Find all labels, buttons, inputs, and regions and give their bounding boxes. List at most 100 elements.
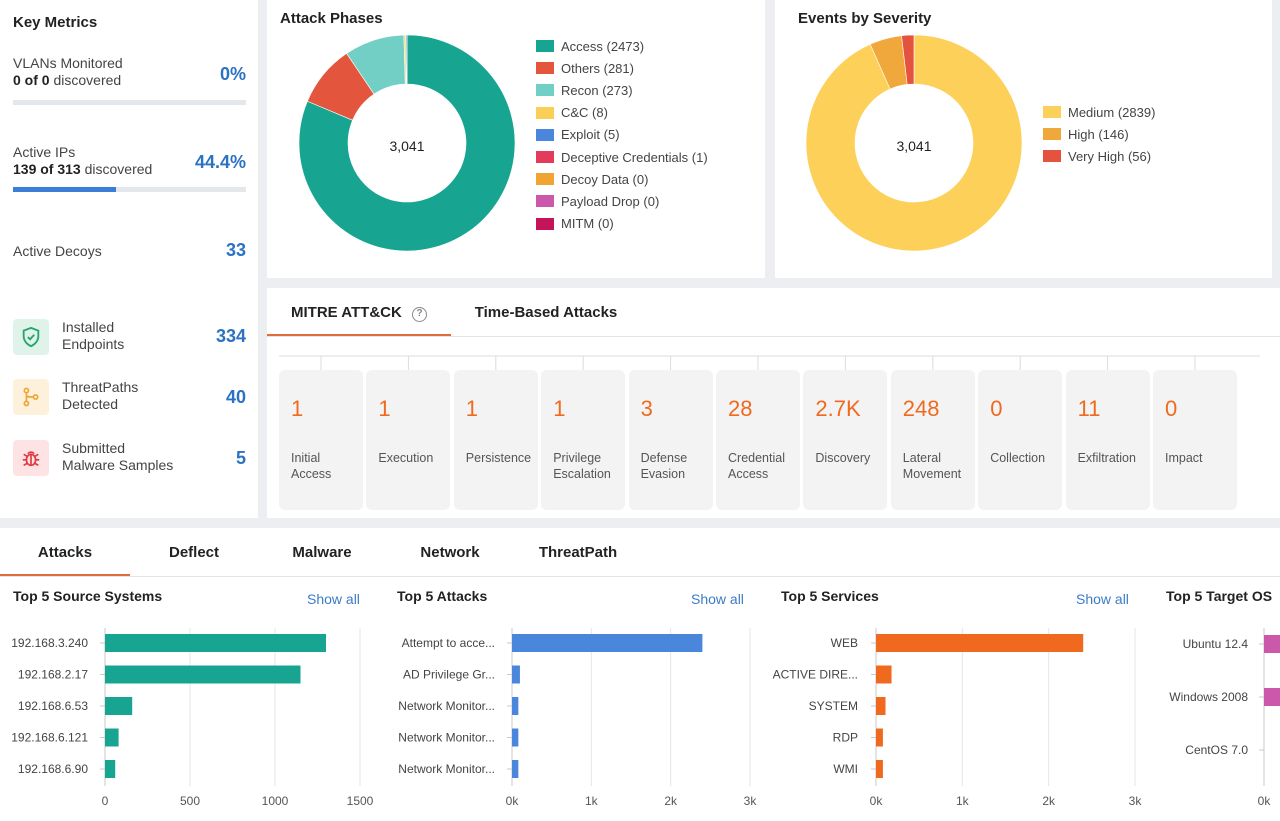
show-all-attacks-link[interactable]: Show all bbox=[691, 591, 744, 607]
threatpaths-metric[interactable]: ThreatPaths Detected 40 bbox=[13, 379, 246, 417]
attack-phases-legend-swatch bbox=[536, 62, 554, 75]
tab-network-label: Network bbox=[420, 544, 480, 561]
tab-attacks[interactable]: Attacks bbox=[0, 528, 130, 576]
mitre-card[interactable]: 248 Lateral Movement bbox=[890, 370, 975, 510]
tab-threatpath[interactable]: ThreatPath bbox=[514, 528, 642, 576]
tab-attacks-label: Attacks bbox=[37, 544, 93, 561]
mitre-card[interactable]: 2.7K Discovery bbox=[803, 370, 888, 510]
active-ips-suffix: discovered bbox=[84, 161, 153, 177]
top-source-systems-title: Top 5 Source Systems bbox=[13, 588, 163, 604]
y-category-label: Windows 2008 bbox=[1169, 690, 1248, 704]
bar[interactable] bbox=[105, 697, 133, 715]
active-decoys-metric[interactable]: Active Decoys 33 bbox=[13, 240, 246, 264]
vlans-monitored-metric[interactable]: VLANs Monitored 0 of 0 discovered 0% bbox=[13, 55, 246, 107]
mitre-card-label: Discovery bbox=[815, 451, 871, 465]
vlans-value: 0% bbox=[219, 64, 246, 84]
bar[interactable] bbox=[512, 665, 520, 684]
bug-icon bbox=[13, 440, 49, 476]
active-ips-progress-fill bbox=[13, 187, 117, 192]
bar[interactable] bbox=[512, 760, 519, 778]
donut-slice-0[interactable] bbox=[806, 35, 1022, 251]
tab-time-based-attacks[interactable]: Time-Based Attacks bbox=[451, 288, 641, 336]
attack-phases-legend-item-0[interactable]: Access (2473) bbox=[536, 35, 708, 57]
bar[interactable] bbox=[1264, 635, 1280, 653]
bar-charts-svg: 0 500 1000 1500 192.168.3.240 192.168.2.17 192… bbox=[11, 628, 1280, 808]
x-tick-label: 0 bbox=[102, 794, 109, 808]
mitre-card[interactable]: 0 Impact bbox=[1153, 370, 1237, 510]
mitre-card-value: 11 bbox=[1077, 396, 1101, 421]
mitre-card[interactable]: 1 Execution bbox=[366, 370, 451, 510]
attack-phases-legend-item-3[interactable]: C&C (8) bbox=[536, 102, 708, 124]
x-tick-label: 0k bbox=[870, 794, 884, 808]
mitre-card-value: 2.7K bbox=[815, 396, 861, 421]
y-category-label: 192.168.6.53 bbox=[18, 699, 88, 713]
x-tick-label: 1k bbox=[585, 794, 599, 808]
active-ips-label: Active IPs bbox=[13, 144, 76, 160]
bar[interactable] bbox=[876, 697, 886, 715]
attack-phases-legend-item-6[interactable]: Decoy Data (0) bbox=[536, 168, 708, 190]
show-all-services-link[interactable]: Show all bbox=[1076, 591, 1129, 607]
attack-phases-legend-item-1[interactable]: Others (281) bbox=[536, 57, 708, 79]
bar[interactable] bbox=[512, 634, 703, 652]
severity-legend-item-2[interactable]: Very High (56) bbox=[1043, 145, 1155, 167]
attack-phases-legend-swatch bbox=[536, 195, 554, 208]
question-circle-icon[interactable]: ? bbox=[412, 307, 427, 322]
bar[interactable] bbox=[876, 665, 892, 684]
tab-network[interactable]: Network bbox=[386, 528, 514, 576]
tab-mitre-attack[interactable]: MITRE ATT&CK ? bbox=[267, 288, 451, 336]
attack-phases-title: Attack Phases bbox=[280, 10, 383, 27]
bar-chart-2: 0k 1k 2k 3k WEB ACTIVE DIRE... SYSTEM RDP WMI bbox=[773, 628, 1142, 808]
attack-phases-total: 3,041 bbox=[389, 138, 424, 154]
bar[interactable] bbox=[512, 697, 519, 715]
mitre-card[interactable]: 1 Privilege Escalation bbox=[541, 370, 626, 510]
bar[interactable] bbox=[876, 728, 883, 747]
tab-deflect[interactable]: Deflect bbox=[130, 528, 258, 576]
bar[interactable] bbox=[876, 760, 883, 778]
mitre-card-value: 0 bbox=[1165, 396, 1178, 421]
malware-samples-metric[interactable]: Submitted Malware Samples 5 bbox=[13, 440, 246, 478]
mitre-card[interactable]: 28 Credential Access bbox=[716, 370, 800, 510]
bar[interactable] bbox=[105, 728, 119, 747]
mitre-card-value: 1 bbox=[378, 396, 391, 421]
bar[interactable] bbox=[105, 665, 301, 684]
donut-slice-2[interactable] bbox=[901, 35, 915, 85]
attack-phases-legend-item-5[interactable]: Deceptive Credentials (1) bbox=[536, 146, 708, 168]
malware-label-2: Malware Samples bbox=[62, 457, 174, 473]
mitre-card[interactable]: 0 Collection bbox=[978, 370, 1063, 510]
severity-legend-swatch bbox=[1043, 150, 1061, 163]
installed-endpoints-label-1: Installed bbox=[62, 319, 115, 335]
top-services-title: Top 5 Services bbox=[781, 588, 879, 604]
mitre-card[interactable]: 3 Defense Evasion bbox=[628, 370, 713, 510]
mitre-card[interactable]: 11 Exfiltration bbox=[1065, 370, 1150, 510]
bar[interactable] bbox=[105, 634, 326, 652]
attack-phases-legend-label: Deceptive Credentials (1) bbox=[561, 149, 708, 165]
tab-malware[interactable]: Malware bbox=[258, 528, 386, 576]
malware-label-1: Submitted bbox=[62, 440, 126, 456]
active-decoys-label: Active Decoys bbox=[13, 243, 102, 259]
severity-legend-item-1[interactable]: High (146) bbox=[1043, 123, 1155, 145]
y-category-label: 192.168.6.90 bbox=[18, 762, 88, 776]
bar[interactable] bbox=[876, 634, 1084, 652]
mitre-card[interactable]: 1 Persistence bbox=[453, 370, 538, 510]
bar[interactable] bbox=[1264, 688, 1280, 706]
severity-legend-item-0[interactable]: Medium (2839) bbox=[1043, 101, 1155, 123]
attack-phases-legend-item-4[interactable]: Exploit (5) bbox=[536, 124, 708, 146]
attack-phases-legend-swatch bbox=[536, 217, 554, 230]
attack-phases-legend-item-7[interactable]: Payload Drop (0) bbox=[536, 190, 708, 212]
tab-time-based-attacks-label: Time-Based Attacks bbox=[474, 304, 618, 321]
installed-endpoints-metric[interactable]: Installed Endpoints 334 bbox=[13, 319, 246, 357]
attack-phases-legend-item-2[interactable]: Recon (273) bbox=[536, 79, 708, 101]
severity-legend-label: Medium (2839) bbox=[1068, 104, 1156, 120]
attack-phases-legend-item-8[interactable]: MITM (0) bbox=[536, 213, 708, 235]
bar[interactable] bbox=[512, 728, 519, 747]
mitre-card[interactable]: 1 Initial Access bbox=[279, 370, 363, 510]
active-ips-value: 44.4% bbox=[194, 152, 246, 172]
mitre-tabs: MITRE ATT&CK ? Time-Based Attacks bbox=[267, 288, 641, 336]
show-all-source-systems-link[interactable]: Show all bbox=[307, 591, 360, 607]
donut-slice-0[interactable] bbox=[299, 35, 515, 251]
bar-chart-0: 0 500 1000 1500 192.168.3.240 192.168.2.17 192… bbox=[11, 628, 374, 808]
active-ips-metric[interactable]: Active IPs 139 of 313 discovered 44.4% bbox=[13, 144, 246, 196]
installed-endpoints-label-2: Endpoints bbox=[62, 336, 125, 352]
bar[interactable] bbox=[105, 760, 116, 778]
events-by-severity-title: Events by Severity bbox=[798, 10, 932, 27]
